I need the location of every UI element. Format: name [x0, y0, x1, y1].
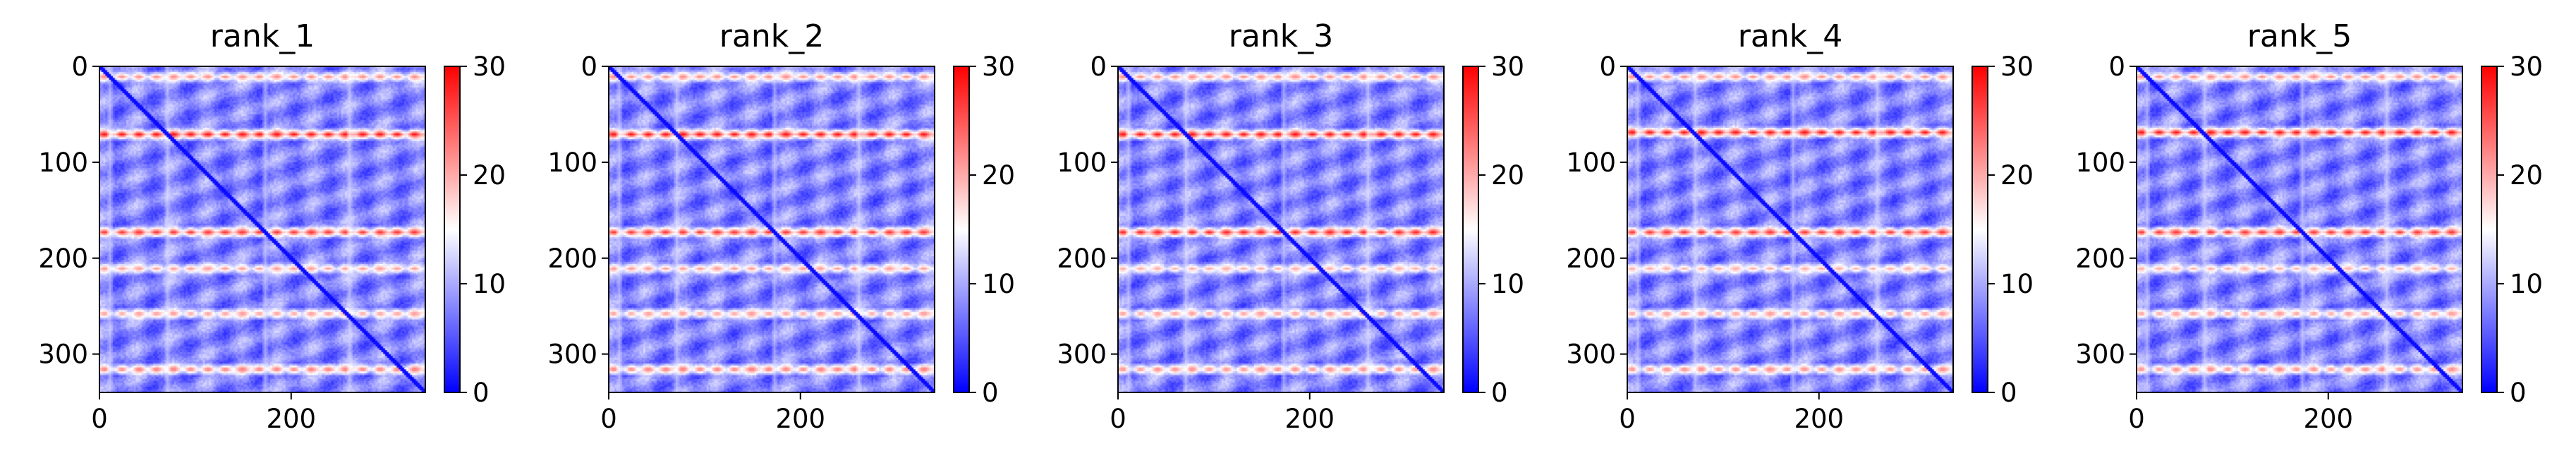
colorbar	[954, 66, 969, 392]
colorbar-tick-label: 30	[2510, 52, 2543, 82]
heatmap-image	[2137, 66, 2462, 392]
y-tick-label: 300	[1566, 339, 1616, 370]
y-tick-label: 100	[2075, 148, 2125, 178]
y-tick-label: 300	[2075, 339, 2125, 370]
y-tick-label: 100	[547, 148, 597, 178]
colorbar-tick-label: 10	[2000, 269, 2034, 299]
x-tick-label: 200	[775, 404, 825, 434]
y-tick-label: 200	[1057, 243, 1107, 274]
y-tick-label: 300	[1057, 339, 1107, 370]
colorbar-tick-label: 20	[1491, 160, 1524, 191]
colorbar-tick-label: 10	[473, 269, 506, 299]
heatmap-panel: rank_2 0 100 200 300 0 200 0 10 20 30	[547, 18, 1015, 434]
colorbar-tick-label: 20	[2510, 160, 2543, 191]
x-tick-label: 0	[1619, 404, 1636, 434]
panel-title: rank_4	[1738, 18, 1842, 54]
colorbar	[1972, 66, 1988, 392]
colorbar	[2481, 66, 2497, 392]
y-tick-label: 200	[38, 243, 88, 274]
colorbar-tick-label: 0	[982, 378, 999, 408]
colorbar	[1463, 66, 1478, 392]
plot-frame	[1117, 66, 1445, 393]
colorbar-frame	[1462, 66, 1479, 393]
colorbar-tick-label: 20	[473, 160, 506, 191]
x-tick-label: 0	[91, 404, 108, 434]
y-tick-label: 0	[581, 52, 597, 82]
colorbar-tick-label: 0	[473, 378, 490, 408]
heatmap-panel: rank_1 0 100 200 300 0 200 0 10 20 30	[38, 18, 506, 434]
colorbar-tick-label: 0	[2000, 378, 2017, 408]
panel-title: rank_2	[719, 18, 824, 54]
panel-title: rank_3	[1229, 18, 1333, 54]
y-tick-label: 200	[1566, 243, 1616, 274]
y-tick-label: 300	[547, 339, 597, 370]
colorbar-tick-label: 0	[1491, 378, 1508, 408]
x-tick-label: 0	[1110, 404, 1126, 434]
heatmap-image	[1627, 66, 1953, 392]
colorbar-tick-label: 0	[2510, 378, 2527, 408]
colorbar-tick-label: 10	[1491, 269, 1524, 299]
heatmap-image	[609, 66, 935, 392]
colorbar-tick-label: 20	[2000, 160, 2034, 191]
heatmap-image	[1118, 66, 1444, 392]
heatmap-panel: rank_5 0 100 200 300 0 200 0 10 20 30	[2075, 18, 2543, 434]
heatmap-panel: rank_3 0 100 200 300 0 200 0 10 20 30	[1057, 18, 1524, 434]
plot-frame	[608, 66, 935, 393]
y-tick-label: 100	[1057, 148, 1107, 178]
y-tick-label: 100	[38, 148, 88, 178]
y-tick-label: 200	[2075, 243, 2125, 274]
colorbar-frame	[1972, 66, 1988, 393]
plot-frame	[2136, 66, 2463, 393]
colorbar-tick-label: 30	[473, 52, 506, 82]
colorbar-frame	[444, 66, 461, 393]
colorbar-tick-label: 30	[1491, 52, 1524, 82]
plot-frame	[99, 66, 426, 393]
x-tick-label: 200	[1284, 404, 1335, 434]
y-tick-label: 0	[1090, 52, 1107, 82]
colorbar-tick-label: 30	[2000, 52, 2034, 82]
y-tick-label: 200	[547, 243, 597, 274]
heatmap-panel: rank_4 0 100 200 300 0 200 0 10 20 30	[1566, 18, 2034, 434]
colorbar-frame	[2481, 66, 2498, 393]
y-tick-label: 300	[38, 339, 88, 370]
x-tick-label: 0	[2128, 404, 2145, 434]
panel-title: rank_5	[2247, 18, 2352, 54]
panel-title: rank_1	[210, 18, 315, 54]
x-tick-label: 200	[266, 404, 316, 434]
colorbar-tick-label: 10	[2510, 269, 2543, 299]
colorbar	[444, 66, 460, 392]
y-tick-label: 100	[1566, 148, 1616, 178]
y-tick-label: 0	[1599, 52, 1616, 82]
y-tick-label: 0	[2108, 52, 2125, 82]
colorbar-tick-label: 10	[982, 269, 1015, 299]
plot-frame	[1627, 66, 1954, 393]
colorbar-tick-label: 20	[982, 160, 1015, 191]
y-tick-label: 0	[71, 52, 88, 82]
colorbar-frame	[953, 66, 970, 393]
colorbar-tick-label: 30	[982, 52, 1015, 82]
heatmap-image	[99, 66, 425, 392]
x-tick-label: 0	[600, 404, 617, 434]
x-tick-label: 200	[1794, 404, 1844, 434]
x-tick-label: 200	[2303, 404, 2353, 434]
